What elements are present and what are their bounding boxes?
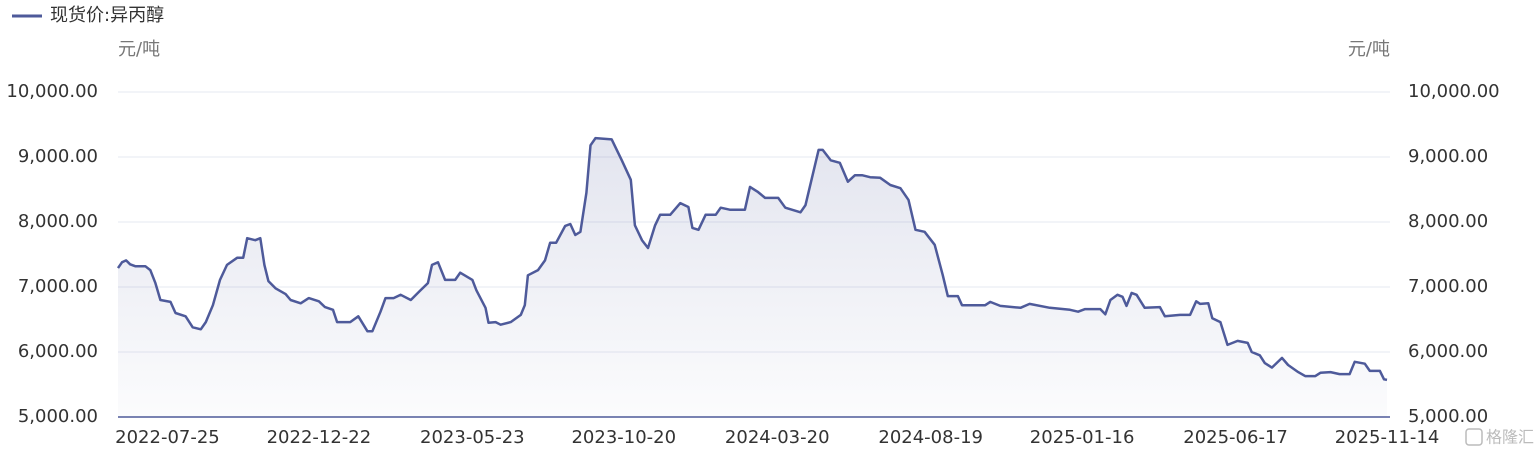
x-tick-label: 2023-05-23 <box>420 427 525 448</box>
x-tick-label: 2025-11-14 <box>1335 427 1440 448</box>
watermark-text: 格隆汇 <box>1486 428 1534 447</box>
x-tick-label: 2025-06-17 <box>1183 427 1288 448</box>
y2-tick-label: 7,000.00 <box>1408 276 1488 297</box>
series-line <box>116 136 1388 382</box>
y-tick-label: 8,000.00 <box>18 211 98 232</box>
x-tick-label: 2025-01-16 <box>1030 427 1135 448</box>
x-tick-label: 2023-10-20 <box>571 427 676 448</box>
x-tick-label: 2022-12-22 <box>267 427 372 448</box>
y-tick-label: 10,000.00 <box>6 81 98 102</box>
y2-tick-label: 10,000.00 <box>1408 81 1500 102</box>
y-tick-label: 5,000.00 <box>18 406 98 427</box>
x-tick-label: 2024-08-19 <box>878 427 983 448</box>
x-tick-label: 2022-07-25 <box>115 427 220 448</box>
y2-tick-label: 6,000.00 <box>1408 341 1488 362</box>
y-tick-label: 9,000.00 <box>18 146 98 167</box>
y2-tick-label: 9,000.00 <box>1408 146 1488 167</box>
legend-label: 现货价:异丙醇 <box>50 5 164 26</box>
watermark: 格隆汇 <box>1465 428 1534 447</box>
y2-tick-label: 5,000.00 <box>1408 406 1488 427</box>
area <box>118 138 1387 417</box>
x-tick-label: 2024-03-20 <box>725 427 830 448</box>
y-axis-unit: 元/吨 <box>118 39 160 60</box>
y2-axis-unit: 元/吨 <box>1348 39 1390 60</box>
y-tick-label: 7,000.00 <box>18 276 98 297</box>
y2-tick-label: 8,000.00 <box>1408 211 1488 232</box>
y-tick-label: 6,000.00 <box>18 341 98 362</box>
